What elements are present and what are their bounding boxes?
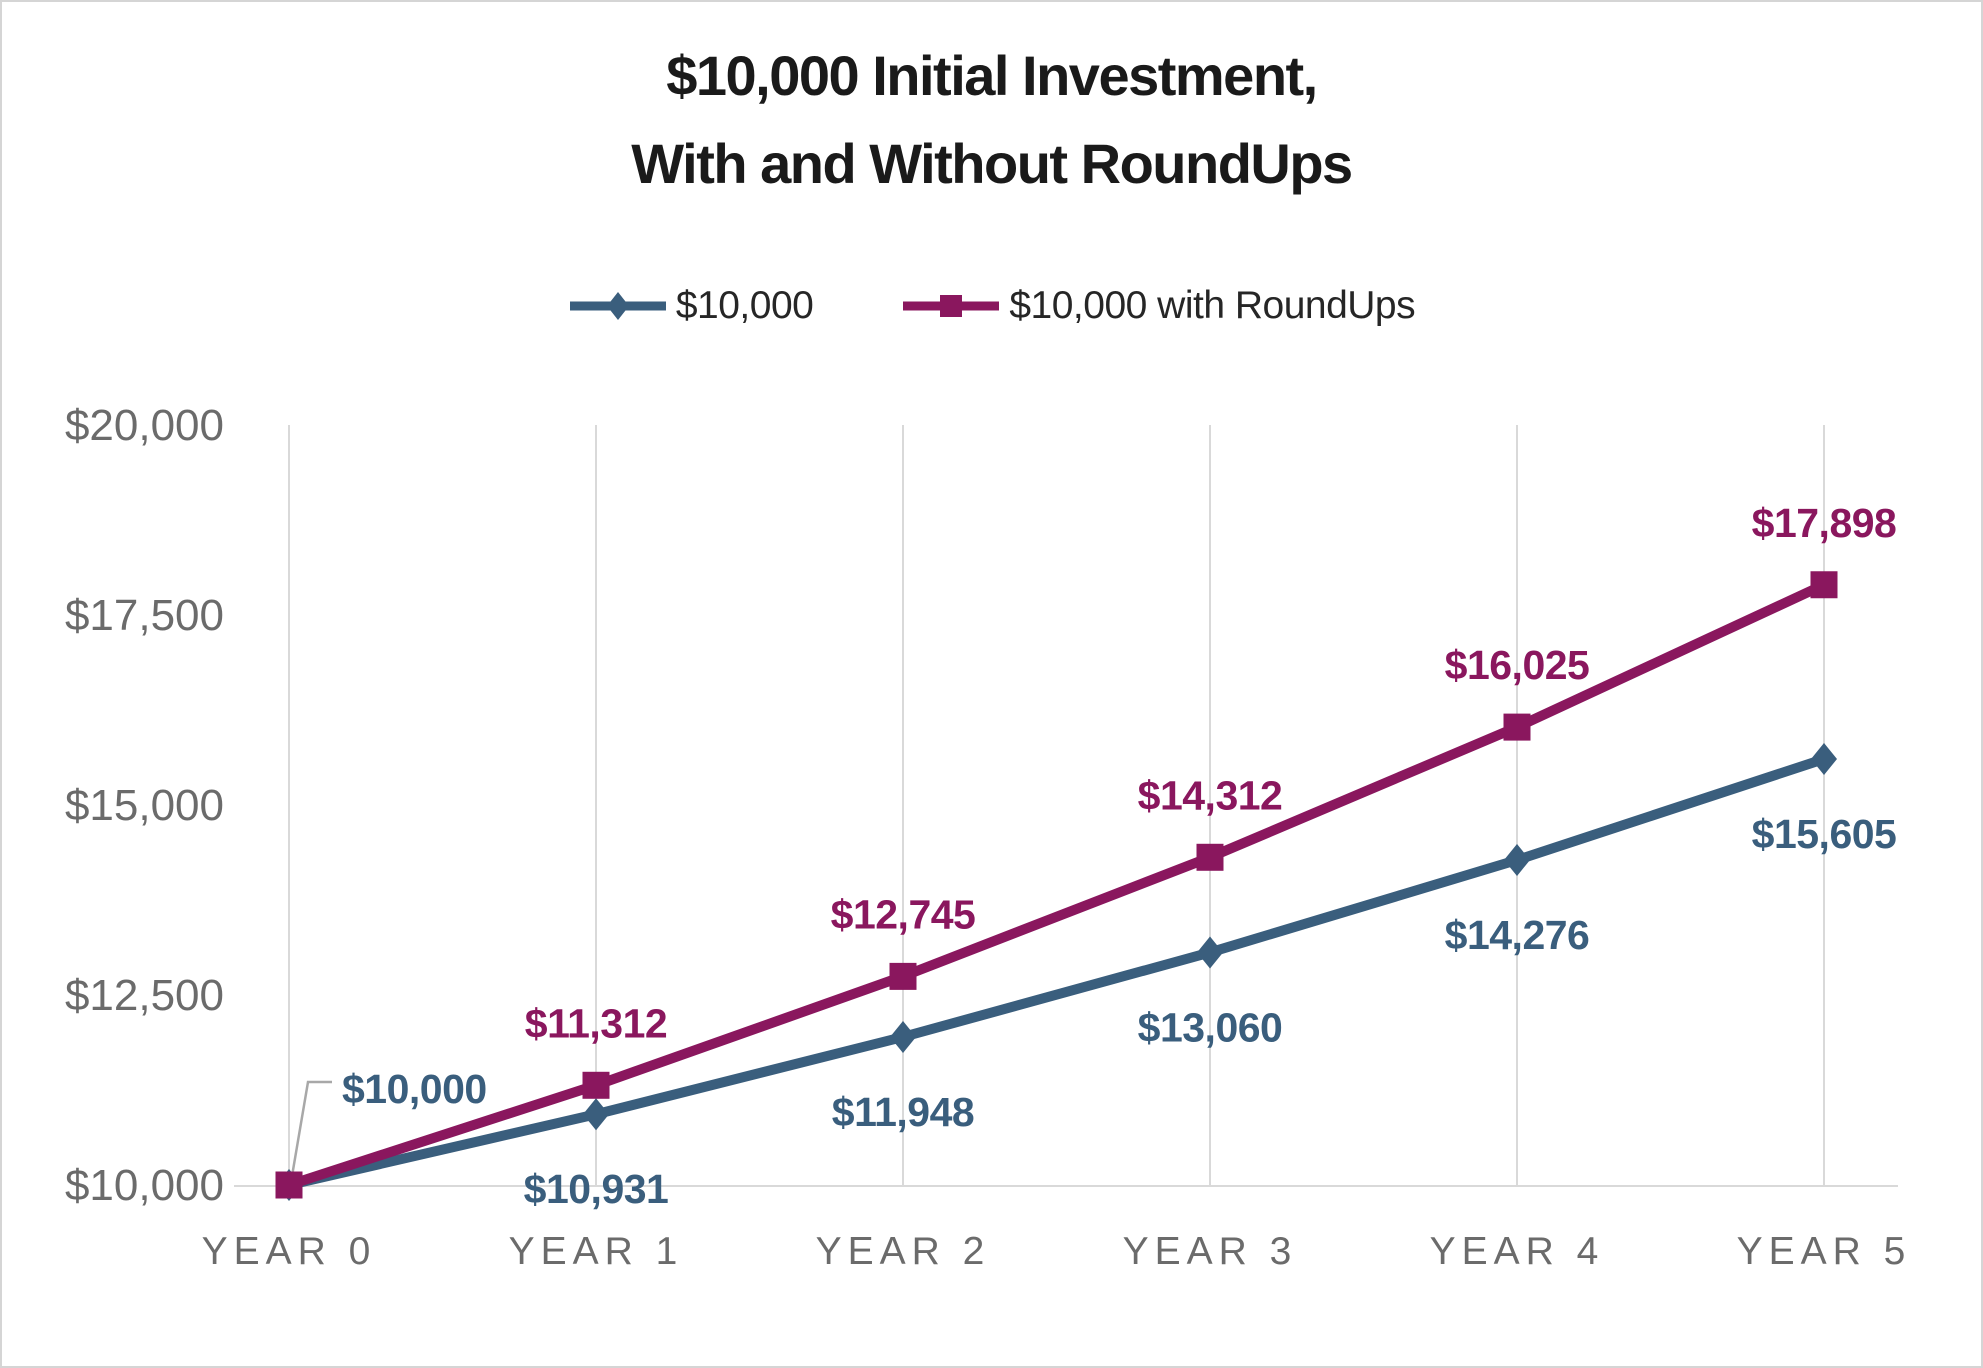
data-point-marker-square <box>889 962 917 990</box>
data-point-label: $13,060 <box>1138 1004 1283 1050</box>
series-line-1 <box>287 580 1827 1190</box>
legend-item-without-roundups: $10,000 <box>568 284 814 328</box>
x-axis-label: YEAR 1 <box>509 1230 684 1273</box>
legend: $10,000 $10,000 with RoundUps <box>2 284 1981 328</box>
data-point-marker-square <box>1503 713 1531 741</box>
data-point-label: $17,898 <box>1752 500 1897 546</box>
data-point-marker-square <box>1810 571 1838 599</box>
data-point-label: $10,931 <box>524 1166 669 1212</box>
data-point-label: $16,025 <box>1445 642 1590 688</box>
callout-label: $10,000 <box>342 1066 487 1112</box>
data-point-marker-diamond <box>1197 936 1223 969</box>
data-point-label: $15,605 <box>1752 811 1897 857</box>
series-line-0 <box>287 754 1826 1190</box>
data-point-label: $14,312 <box>1138 772 1283 818</box>
legend-swatch-shape <box>606 292 629 320</box>
data-point-marker-square <box>1196 843 1224 871</box>
legend-label: $10,000 <box>675 284 814 327</box>
legend-item-with-roundups: $10,000 with RoundUps <box>901 284 1416 328</box>
data-point-label: $12,745 <box>831 891 976 937</box>
x-axis-label: YEAR 2 <box>816 1230 991 1273</box>
data-point-marker-square <box>582 1071 610 1099</box>
data-point-label: $11,948 <box>832 1089 974 1135</box>
y-axis-label: $10,000 <box>65 1161 224 1210</box>
y-axis-label: $20,000 <box>65 401 224 450</box>
legend-line-square-icon <box>903 295 1000 317</box>
chart-title-line-1: $10,000 Initial Investment, <box>666 44 1318 107</box>
y-axis-label: $15,000 <box>65 781 224 830</box>
legend-label: $10,000 with RoundUps <box>1009 284 1416 327</box>
y-axis-label: $17,500 <box>65 591 224 640</box>
data-point-marker-diamond <box>1811 743 1837 776</box>
data-point-marker-diamond <box>890 1020 916 1053</box>
callout-leader-line <box>289 1080 332 1183</box>
y-axis-label: $12,500 <box>65 971 224 1020</box>
data-point-marker-diamond <box>1504 844 1530 877</box>
data-point-marker-diamond <box>583 1098 609 1131</box>
legend-line-diamond-icon <box>569 292 666 320</box>
x-axis-label: YEAR 0 <box>202 1230 377 1273</box>
data-point-label: $14,276 <box>1445 912 1590 958</box>
data-point-label: $11,312 <box>525 1000 667 1046</box>
x-axis-label: YEAR 4 <box>1430 1230 1605 1273</box>
chart-title: $10,000 Initial Investment, With and Wit… <box>2 32 1981 209</box>
legend-swatch-shape <box>940 295 963 317</box>
data-point-marker-square <box>275 1171 303 1199</box>
x-axis-label: YEAR 3 <box>1123 1230 1298 1273</box>
chart-title-line-2: With and Without RoundUps <box>631 132 1353 196</box>
x-axis-label: YEAR 5 <box>1737 1230 1912 1273</box>
